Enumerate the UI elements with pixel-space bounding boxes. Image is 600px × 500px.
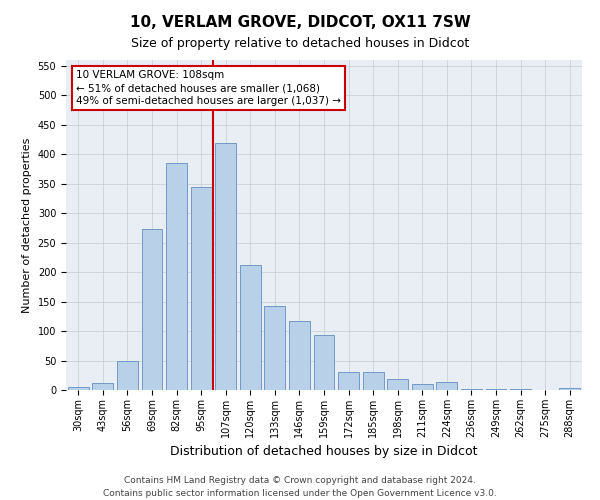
Bar bbox=[142, 229, 163, 390]
Bar bbox=[215, 142, 236, 390]
Text: Contains HM Land Registry data © Crown copyright and database right 2024.
Contai: Contains HM Land Registry data © Crown c… bbox=[103, 476, 497, 498]
Bar bbox=[191, 186, 212, 390]
Bar bbox=[510, 389, 531, 390]
Bar bbox=[92, 383, 113, 390]
Text: Size of property relative to detached houses in Didcot: Size of property relative to detached ho… bbox=[131, 38, 469, 51]
Bar bbox=[461, 389, 482, 390]
Bar bbox=[387, 380, 408, 390]
Bar bbox=[362, 372, 383, 390]
X-axis label: Distribution of detached houses by size in Didcot: Distribution of detached houses by size … bbox=[170, 446, 478, 458]
Bar bbox=[68, 387, 89, 390]
Bar bbox=[412, 384, 433, 390]
Bar bbox=[240, 265, 261, 390]
Bar bbox=[559, 388, 580, 390]
Bar bbox=[166, 163, 187, 390]
Bar bbox=[436, 382, 457, 390]
Y-axis label: Number of detached properties: Number of detached properties bbox=[22, 138, 32, 312]
Text: 10, VERLAM GROVE, DIDCOT, OX11 7SW: 10, VERLAM GROVE, DIDCOT, OX11 7SW bbox=[130, 15, 470, 30]
Bar bbox=[117, 360, 138, 390]
Bar bbox=[265, 306, 286, 390]
Text: 10 VERLAM GROVE: 108sqm
← 51% of detached houses are smaller (1,068)
49% of semi: 10 VERLAM GROVE: 108sqm ← 51% of detache… bbox=[76, 70, 341, 106]
Bar bbox=[338, 372, 359, 390]
Bar bbox=[314, 335, 334, 390]
Bar bbox=[289, 321, 310, 390]
